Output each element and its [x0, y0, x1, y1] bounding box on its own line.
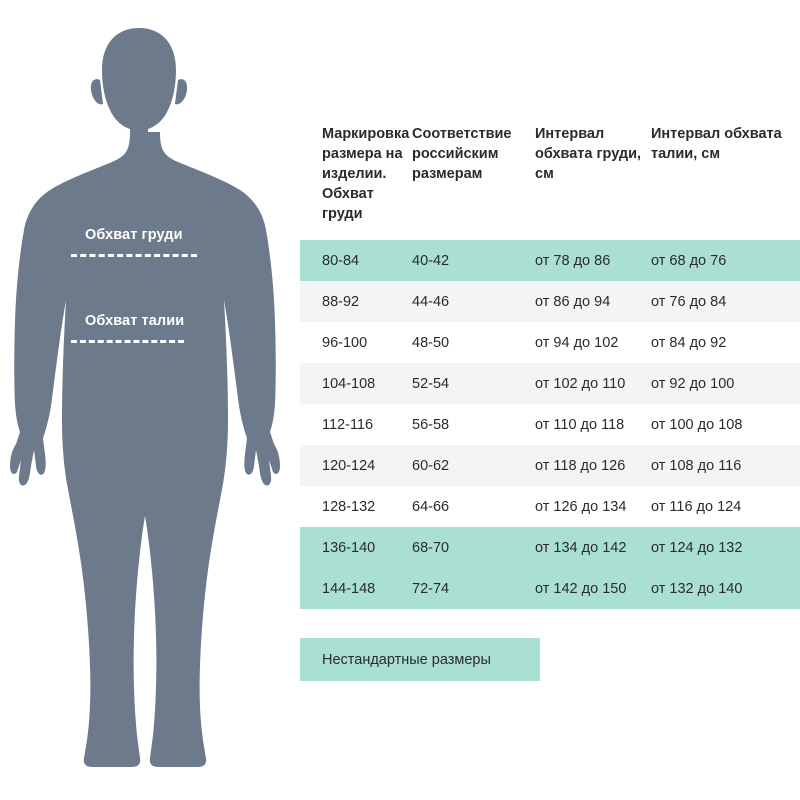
cell-waist-range: от 76 до 84: [651, 293, 727, 310]
cell-chest-range: от 110 до 118: [535, 416, 625, 433]
cell-chest-range: от 86 до 94: [535, 293, 611, 310]
cell-chest-range: от 118 до 126: [535, 457, 626, 474]
cell-russian-size: 56-58: [412, 416, 450, 433]
column-header-russian-size: Соответствие российским размерам: [412, 126, 512, 182]
table-row: 88-92 44-46 от 86 до 94 от 76 до 84: [300, 281, 800, 322]
cell-chest-range: от 134 до 142: [535, 539, 627, 556]
cell-russian-size: 40-42: [412, 252, 450, 269]
cell-russian-size: 64-66: [412, 498, 450, 515]
column-header-marking: Маркировка размера на изделии. Обхват гр…: [322, 126, 410, 222]
cell-marking: 128-132: [322, 498, 376, 515]
male-body-silhouette-icon: [10, 28, 280, 767]
cell-marking: 136-140: [322, 539, 376, 556]
cell-waist-range: от 84 до 92: [651, 334, 727, 351]
table-body: 80-84 40-42 от 78 до 86 от 68 до 76 88-92 44-…: [300, 240, 800, 609]
cell-russian-size: 52-54: [412, 375, 450, 392]
table-row: 104-108 52-54 от 102 до 110 от 92 до 100: [300, 363, 800, 404]
cell-waist-range: от 100 до 108: [651, 416, 743, 433]
custom-sizes-button-label: Нестандартные размеры: [322, 651, 491, 668]
cell-russian-size: 44-46: [412, 293, 450, 310]
cell-marking: 144-148: [322, 580, 376, 597]
table-row: 80-84 40-42 от 78 до 86 от 68 до 76: [300, 240, 800, 281]
table-row: 96-100 48-50 от 94 до 102 от 84 до 92: [300, 322, 800, 363]
cell-marking: 96-100: [322, 334, 368, 351]
cell-marking: 112-116: [322, 416, 374, 433]
chest-measure-label: Обхват груди: [85, 227, 183, 243]
cell-marking: 104-108: [322, 375, 376, 392]
table-header-row: Маркировка размера на изделии. Обхват гр…: [300, 118, 800, 240]
cell-waist-range: от 68 до 76: [651, 252, 727, 269]
waist-measure-line: [71, 340, 184, 343]
cell-chest-range: от 142 до 150: [535, 580, 627, 597]
cell-waist-range: от 132 до 140: [651, 580, 743, 597]
cell-chest-range: от 126 до 134: [535, 498, 627, 515]
table-row: 144-148 72-74 от 142 до 150 от 132 до 140: [300, 568, 800, 609]
cell-russian-size: 72-74: [412, 580, 450, 597]
cell-marking: 120-124: [322, 457, 376, 474]
cell-chest-range: от 78 до 86: [535, 252, 611, 269]
cell-russian-size: 48-50: [412, 334, 450, 351]
cell-waist-range: от 124 до 132: [651, 539, 743, 556]
table-row: 136-140 68-70 от 134 до 142 от 124 до 132: [300, 527, 800, 568]
cell-marking: 88-92: [322, 293, 360, 310]
column-header-chest-range: Интервал обхвата груди, см: [535, 126, 642, 182]
body-figure-panel: Обхват груди Обхват талии: [0, 0, 300, 800]
chest-measure-line: [71, 254, 197, 257]
cell-waist-range: от 92 до 100: [651, 375, 735, 392]
cell-russian-size: 60-62: [412, 457, 450, 474]
table-row: 112-116 56-58 от 110 до 118 от 100 до 108: [300, 404, 800, 445]
column-header-waist-range: Интервал обхвата талии, см: [651, 126, 782, 162]
table-row: 128-132 64-66 от 126 до 134 от 116 до 124: [300, 486, 800, 527]
cell-chest-range: от 94 до 102: [535, 334, 619, 351]
cell-russian-size: 68-70: [412, 539, 450, 556]
cell-waist-range: от 116 до 124: [651, 498, 742, 515]
cell-waist-range: от 108 до 116: [651, 457, 742, 474]
table-row: 120-124 60-62 от 118 до 126 от 108 до 116: [300, 445, 800, 486]
custom-sizes-button[interactable]: Нестандартные размеры: [300, 638, 540, 681]
size-chart-table: Маркировка размера на изделии. Обхват гр…: [300, 118, 800, 609]
cell-chest-range: от 102 до 110: [535, 375, 626, 392]
waist-measure-label: Обхват талии: [85, 313, 185, 329]
cell-marking: 80-84: [322, 252, 360, 269]
